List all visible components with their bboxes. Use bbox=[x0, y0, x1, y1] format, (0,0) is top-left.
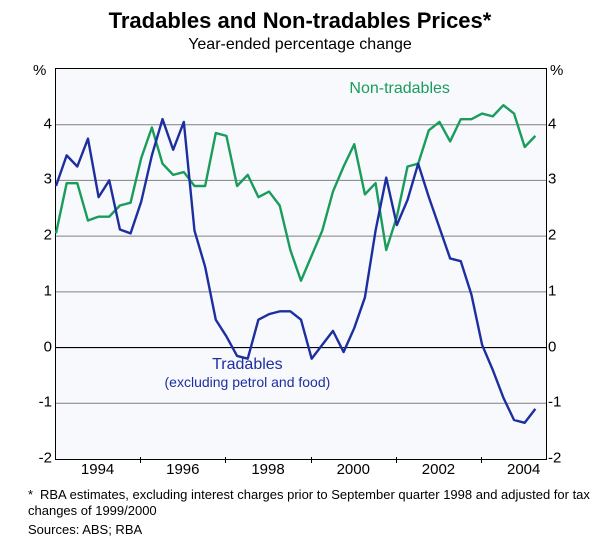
ytick-right: 3 bbox=[548, 171, 578, 188]
xtick-label: 2004 bbox=[507, 461, 540, 478]
ytick-right: 4 bbox=[548, 115, 578, 132]
ytick-right: 1 bbox=[548, 282, 578, 299]
ytick-left: 4 bbox=[22, 115, 52, 132]
chart-svg bbox=[56, 69, 546, 459]
ytick-left: 1 bbox=[22, 282, 52, 299]
y-unit-right: % bbox=[550, 62, 563, 79]
series-line-non-tradables bbox=[56, 105, 535, 281]
ytick-right: -1 bbox=[548, 394, 578, 411]
xtick-mark bbox=[311, 457, 312, 463]
ytick-left: -1 bbox=[22, 394, 52, 411]
ytick-left: -2 bbox=[22, 450, 52, 467]
xtick-mark bbox=[225, 457, 226, 463]
footnote-text: RBA estimates, excluding interest charge… bbox=[28, 487, 590, 518]
ytick-right: 2 bbox=[548, 227, 578, 244]
ytick-left: 2 bbox=[22, 227, 52, 244]
chart-title: Tradables and Non-tradables Prices* bbox=[0, 0, 600, 34]
ytick-right: -2 bbox=[548, 450, 578, 467]
xtick-label: 2002 bbox=[422, 461, 455, 478]
series-label-tradables: Tradables(excluding petrol and food) bbox=[165, 356, 331, 390]
y-unit-left: % bbox=[33, 62, 46, 79]
footnote: *RBA estimates, excluding interest charg… bbox=[28, 487, 600, 520]
ytick-right: 0 bbox=[548, 338, 578, 355]
xtick-label: 1996 bbox=[166, 461, 199, 478]
xtick-label: 2000 bbox=[337, 461, 370, 478]
xtick-mark bbox=[481, 457, 482, 463]
xtick-mark bbox=[396, 457, 397, 463]
ytick-left: 0 bbox=[22, 338, 52, 355]
tradables-sublabel: (excluding petrol and food) bbox=[165, 374, 331, 390]
xtick-label: 1994 bbox=[81, 461, 114, 478]
sources: Sources: ABS; RBA bbox=[28, 522, 142, 538]
tradables-label-text: Tradables bbox=[165, 356, 331, 374]
chart-subtitle: Year-ended percentage change bbox=[0, 36, 600, 54]
footnote-marker: * bbox=[28, 487, 40, 503]
xtick-label: 1998 bbox=[251, 461, 284, 478]
xtick-mark bbox=[140, 457, 141, 463]
series-label-nontradables: Non-tradables bbox=[349, 80, 450, 98]
plot-area bbox=[55, 68, 547, 460]
ytick-left: 3 bbox=[22, 171, 52, 188]
chart-container: Tradables and Non-tradables Prices* Year… bbox=[0, 0, 600, 552]
